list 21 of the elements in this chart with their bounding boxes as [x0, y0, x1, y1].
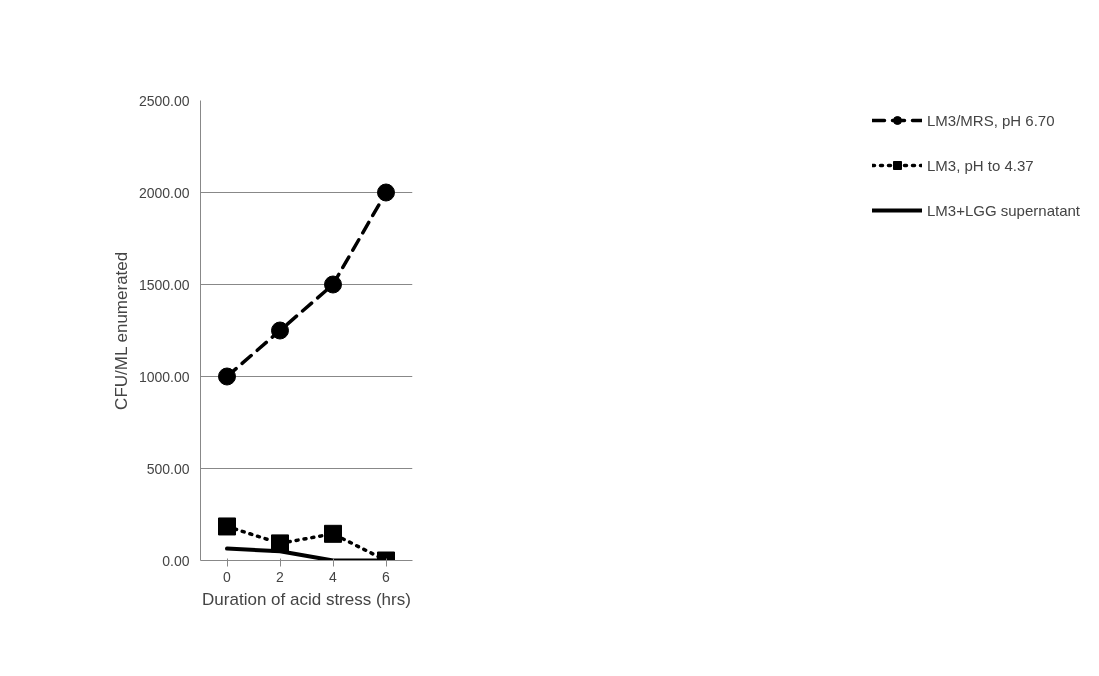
legend-label: LM3+LGG supernatant	[926, 201, 1080, 219]
x-tick-label: 2	[276, 568, 285, 585]
y-tick-label: 0.00	[162, 552, 190, 569]
y-tick-label: 2500.00	[138, 92, 190, 109]
y-axis-title: CFU/ML enumerated	[111, 251, 131, 410]
legend-label: LM3/MRS, pH 6.70	[926, 111, 1055, 129]
y-tick-label: 1000.00	[138, 368, 190, 385]
point	[324, 275, 342, 294]
x-axis-title: Duration of acid stress (hrs)	[202, 589, 411, 609]
point	[324, 524, 342, 543]
x-tick-label: 4	[329, 568, 338, 585]
point	[218, 367, 236, 386]
x-tick-label: 6	[382, 568, 391, 585]
y-tick-label: 1500.00	[138, 276, 190, 293]
point	[377, 183, 395, 202]
x-tick-label: 0	[223, 568, 232, 585]
y-tick-label: 500.00	[146, 460, 190, 477]
legend-label: LM3, pH to 4.37	[926, 156, 1034, 174]
point	[271, 321, 289, 340]
y-tick-label: 2000.00	[138, 184, 190, 201]
point	[218, 517, 236, 536]
